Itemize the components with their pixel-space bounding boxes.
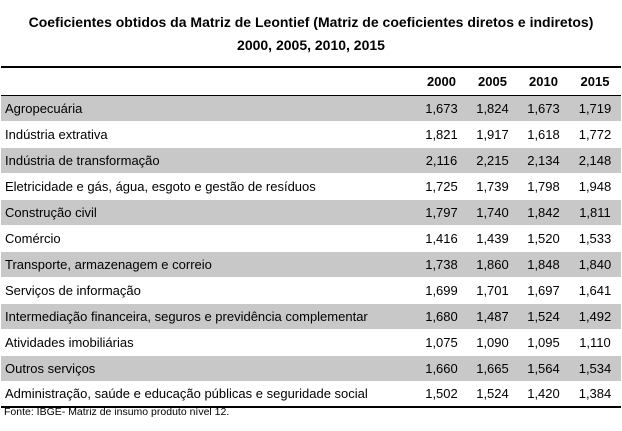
cell-2010: 1,618 xyxy=(518,121,569,148)
table-row: Atividades imobiliárias 1,075 1,090 1,09… xyxy=(1,329,621,356)
cell-2005: 1,439 xyxy=(467,225,518,252)
row-sector-label: Intermediação financeira, seguros e prev… xyxy=(1,303,416,330)
source-footnote: Fonte: IBGE- Matriz de insumo produto ní… xyxy=(4,406,230,418)
column-header-2000: 2000 xyxy=(416,66,467,96)
cell-2010: 1,420 xyxy=(518,381,569,408)
table-body: Agropecuária 1,673 1,824 1,673 1,719 Ind… xyxy=(1,95,621,408)
cell-2010: 2,134 xyxy=(518,147,569,174)
table-row: Eletricidade e gás, água, esgoto e gestã… xyxy=(1,173,621,200)
row-sector-label: Outros serviços xyxy=(1,355,416,382)
cell-2000: 1,660 xyxy=(416,355,467,382)
cell-2015: 1,110 xyxy=(569,329,621,356)
row-sector-label: Transporte, armazenagem e correio xyxy=(1,251,416,278)
cell-2010: 1,524 xyxy=(518,303,569,330)
cell-2000: 1,821 xyxy=(416,121,467,148)
row-sector-label: Atividades imobiliárias xyxy=(1,329,416,356)
cell-2000: 1,673 xyxy=(416,95,467,122)
cell-2010: 1,697 xyxy=(518,277,569,304)
cell-2010: 1,564 xyxy=(518,355,569,382)
cell-2010: 1,095 xyxy=(518,329,569,356)
cell-2015: 1,492 xyxy=(569,303,621,330)
row-sector-label: Comércio xyxy=(1,225,416,252)
row-sector-label: Indústria de transformação xyxy=(1,147,416,174)
cell-2015: 1,533 xyxy=(569,225,621,252)
cell-2000: 1,725 xyxy=(416,173,467,200)
cell-2000: 1,680 xyxy=(416,303,467,330)
cell-2015: 1,811 xyxy=(569,199,621,226)
table-row: Construção civil 1,797 1,740 1,842 1,811 xyxy=(1,199,621,226)
table-row: Outros serviços 1,660 1,665 1,564 1,534 xyxy=(1,355,621,382)
row-sector-label: Eletricidade e gás, água, esgoto e gestã… xyxy=(1,173,416,200)
cell-2000: 1,738 xyxy=(416,251,467,278)
column-header-2010: 2010 xyxy=(518,66,569,96)
row-sector-label: Indústria extrativa xyxy=(1,121,416,148)
cell-2000: 1,075 xyxy=(416,329,467,356)
row-sector-label: Serviços de informação xyxy=(1,277,416,304)
cell-2005: 1,824 xyxy=(467,95,518,122)
cell-2000: 1,502 xyxy=(416,381,467,408)
cell-2015: 1,948 xyxy=(569,173,621,200)
cell-2005: 1,487 xyxy=(467,303,518,330)
cell-2010: 1,673 xyxy=(518,95,569,122)
cell-2010: 1,842 xyxy=(518,199,569,226)
cell-2015: 1,772 xyxy=(569,121,621,148)
cell-2015: 1,641 xyxy=(569,277,621,304)
column-header-sector xyxy=(1,66,416,96)
cell-2005: 1,524 xyxy=(467,381,518,408)
cell-2015: 2,148 xyxy=(569,147,621,174)
cell-2010: 1,798 xyxy=(518,173,569,200)
cell-2005: 1,090 xyxy=(467,329,518,356)
table-row: Administração, saúde e educação públicas… xyxy=(1,381,621,408)
cell-2010: 1,848 xyxy=(518,251,569,278)
cell-2015: 1,384 xyxy=(569,381,621,408)
cell-2000: 1,699 xyxy=(416,277,467,304)
table-row: Indústria extrativa 1,821 1,917 1,618 1,… xyxy=(1,121,621,148)
cell-2000: 2,116 xyxy=(416,147,467,174)
row-sector-label: Agropecuária xyxy=(1,95,416,122)
table-row: Intermediação financeira, seguros e prev… xyxy=(1,303,621,330)
cell-2005: 1,739 xyxy=(467,173,518,200)
cell-2015: 1,534 xyxy=(569,355,621,382)
cell-2000: 1,797 xyxy=(416,199,467,226)
cell-2015: 1,719 xyxy=(569,95,621,122)
cell-2005: 1,917 xyxy=(467,121,518,148)
column-header-2015: 2015 xyxy=(569,66,621,96)
table-row: Indústria de transformação 2,116 2,215 2… xyxy=(1,147,621,174)
row-sector-label: Construção civil xyxy=(1,199,416,226)
cell-2005: 2,215 xyxy=(467,147,518,174)
cell-2005: 1,665 xyxy=(467,355,518,382)
cell-2005: 1,701 xyxy=(467,277,518,304)
cell-2000: 1,416 xyxy=(416,225,467,252)
column-header-2005: 2005 xyxy=(467,66,518,96)
table-row: Comércio 1,416 1,439 1,520 1,533 xyxy=(1,225,621,252)
leontief-coefficients-table: 2000 2005 2010 2015 Agropecuária 1,673 1… xyxy=(1,66,621,408)
row-sector-label: Administração, saúde e educação públicas… xyxy=(1,381,416,408)
table-title: Coeficientes obtidos da Matriz de Leonti… xyxy=(28,14,594,30)
table-row: Serviços de informação 1,699 1,701 1,697… xyxy=(1,277,621,304)
cell-2015: 1,840 xyxy=(569,251,621,278)
cell-2005: 1,860 xyxy=(467,251,518,278)
table-header-row: 2000 2005 2010 2015 xyxy=(1,66,621,96)
cell-2010: 1,520 xyxy=(518,225,569,252)
table-subtitle-years: 2000, 2005, 2010, 2015 xyxy=(237,37,385,53)
table-row: Transporte, armazenagem e correio 1,738 … xyxy=(1,251,621,278)
table-row: Agropecuária 1,673 1,824 1,673 1,719 xyxy=(1,95,621,122)
cell-2005: 1,740 xyxy=(467,199,518,226)
